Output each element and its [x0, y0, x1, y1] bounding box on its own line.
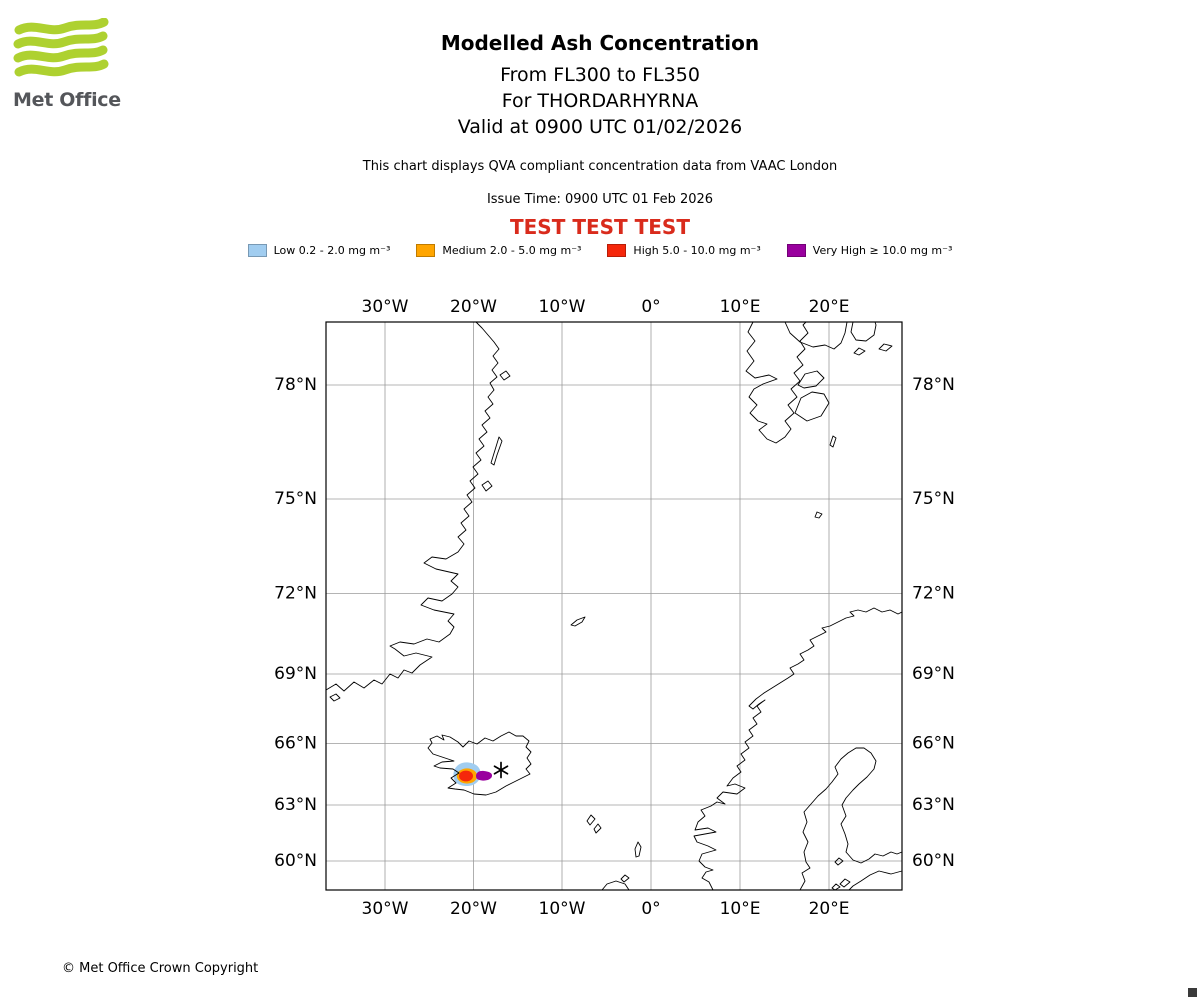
subtitle-valid-time: Valid at 0900 UTC 01/02/2026 [457, 116, 743, 138]
legend-item-high: High 5.0 - 10.0 mg m⁻³ [607, 244, 761, 257]
norway-coastline [693, 607, 903, 891]
baltic-coastline [799, 747, 903, 891]
lon-label-top-0: 0° [641, 297, 660, 317]
scotland-coast-tip [601, 880, 630, 891]
map-svg: 30°W 20°W 10°W 0° 10°E 20°E 30°W 20°W 10… [274, 297, 955, 919]
orkney-island [620, 874, 630, 883]
lat-label-right-63n: 63°N [912, 795, 955, 815]
legend: Low 0.2 - 2.0 mg m⁻³ Medium 2.0 - 5.0 mg… [0, 244, 1200, 257]
met-office-logo: Met Office [13, 17, 133, 111]
lat-label-left-69n: 69°N [274, 664, 317, 684]
lon-label-bottom-10e: 10°E [720, 899, 761, 919]
saaremaa-islet-2 [831, 883, 841, 891]
legend-label-medium: Medium 2.0 - 5.0 mg m⁻³ [442, 244, 582, 257]
greenland-islet-south [329, 693, 341, 702]
subtitle-volcano: For THORDARHYRNA [501, 90, 699, 112]
volcano-marker-icon [493, 761, 509, 779]
lon-label-top-10e: 10°E [720, 297, 761, 317]
nordaustlandet-east-lobe [850, 321, 877, 342]
lat-label-right-75n: 75°N [912, 489, 955, 509]
legend-item-low: Low 0.2 - 2.0 mg m⁻³ [247, 244, 391, 257]
map-border [325, 321, 903, 891]
legend-item-medium: Medium 2.0 - 5.0 mg m⁻³ [416, 244, 581, 257]
ash-contour-high [459, 770, 473, 782]
logo-wave-lines [13, 17, 109, 77]
subtitle-flight-levels: From FL300 to FL350 [500, 64, 700, 86]
legend-swatch-medium [416, 244, 436, 257]
lon-labels-top: 30°W 20°W 10°W 0° 10°E 20°E [362, 297, 850, 317]
test-banner: TEST TEST TEST [510, 215, 690, 239]
barentsoya-island [797, 370, 825, 389]
edgeoya-island [794, 391, 830, 422]
legend-label-very-high: Very High ≥ 10.0 mg m⁻³ [812, 244, 953, 257]
met-office-logo-waves [13, 17, 109, 77]
kong-karls-land [853, 347, 866, 356]
lon-label-top-20e: 20°E [809, 297, 850, 317]
copyright-notice: © Met Office Crown Copyright [62, 961, 259, 976]
lat-label-left-72n: 72°N [274, 584, 317, 604]
jan-mayen-island [570, 616, 586, 627]
legend-swatch-very-high [786, 244, 806, 257]
lat-label-right-66n: 66°N [912, 734, 955, 754]
issue-time: Issue Time: 0900 UTC 01 Feb 2026 [486, 192, 714, 207]
lon-label-bottom-30w: 30°W [362, 899, 409, 919]
lat-label-left-63n: 63°N [274, 795, 317, 815]
corner-mark [1188, 988, 1197, 997]
lat-label-left-66n: 66°N [274, 734, 317, 754]
legend-swatch-low [247, 244, 267, 257]
lon-label-bottom-0: 0° [641, 899, 660, 919]
lat-label-right-72n: 72°N [912, 584, 955, 604]
shetland-island [634, 841, 642, 858]
estonia-coastline [848, 870, 903, 891]
lon-label-top-10w: 10°W [539, 297, 586, 317]
title-block: Modelled Ash Concentration From FL300 to… [0, 31, 1200, 142]
ash-contours [453, 762, 493, 787]
greenland-offshore-island-3 [481, 480, 493, 492]
bear-island [814, 511, 823, 519]
lon-labels-bottom: 30°W 20°W 10°W 0° 10°E 20°E [362, 899, 850, 919]
lat-labels-right: 78°N 75°N 72°N 69°N 66°N 63°N 60°N [912, 375, 955, 871]
chart-description: This chart displays QVA compliant concen… [362, 159, 838, 174]
greenland-offshore-island-2 [490, 436, 503, 466]
coastlines [325, 321, 903, 891]
ash-contour-very-high [476, 770, 493, 781]
lat-labels-left: 78°N 75°N 72°N 69°N 66°N 63°N 60°N [274, 375, 317, 871]
lat-label-right-78n: 78°N [912, 375, 955, 395]
graticule-grid [326, 322, 902, 890]
lat-label-left-75n: 75°N [274, 489, 317, 509]
spitsbergen-coastline [745, 321, 809, 444]
hopen-island [829, 435, 837, 448]
map-area: 30°W 20°W 10°W 0° 10°E 20°E 30°W 20°W 10… [264, 285, 964, 925]
lat-label-right-69n: 69°N [912, 664, 955, 684]
lon-label-top-30w: 30°W [362, 297, 409, 317]
legend-label-low: Low 0.2 - 2.0 mg m⁻³ [273, 244, 391, 257]
lat-label-left-60n: 60°N [274, 851, 317, 871]
page-title: Modelled Ash Concentration [440, 31, 760, 55]
legend-label-high: High 5.0 - 10.0 mg m⁻³ [633, 244, 761, 257]
greenland-coastline [325, 321, 500, 692]
met-office-logo-text: Met Office [13, 89, 121, 111]
lon-label-bottom-10w: 10°W [539, 899, 586, 919]
iceland-coastline [427, 731, 532, 796]
kvitoya-island [878, 343, 893, 352]
lat-label-right-60n: 60°N [912, 851, 955, 871]
faroe-island-2 [593, 823, 602, 834]
lon-label-top-20w: 20°W [450, 297, 497, 317]
faroe-island-1 [586, 814, 596, 826]
aland-islands [834, 857, 844, 866]
legend-swatch-high [607, 244, 627, 257]
nordaustlandet-coastline [784, 321, 848, 350]
saaremaa-islet-1 [839, 878, 851, 888]
lon-label-bottom-20w: 20°W [450, 899, 497, 919]
lat-label-left-78n: 78°N [274, 375, 317, 395]
legend-item-very-high: Very High ≥ 10.0 mg m⁻³ [786, 244, 953, 257]
lon-label-bottom-20e: 20°E [809, 899, 850, 919]
greenland-offshore-island-1 [499, 370, 511, 381]
